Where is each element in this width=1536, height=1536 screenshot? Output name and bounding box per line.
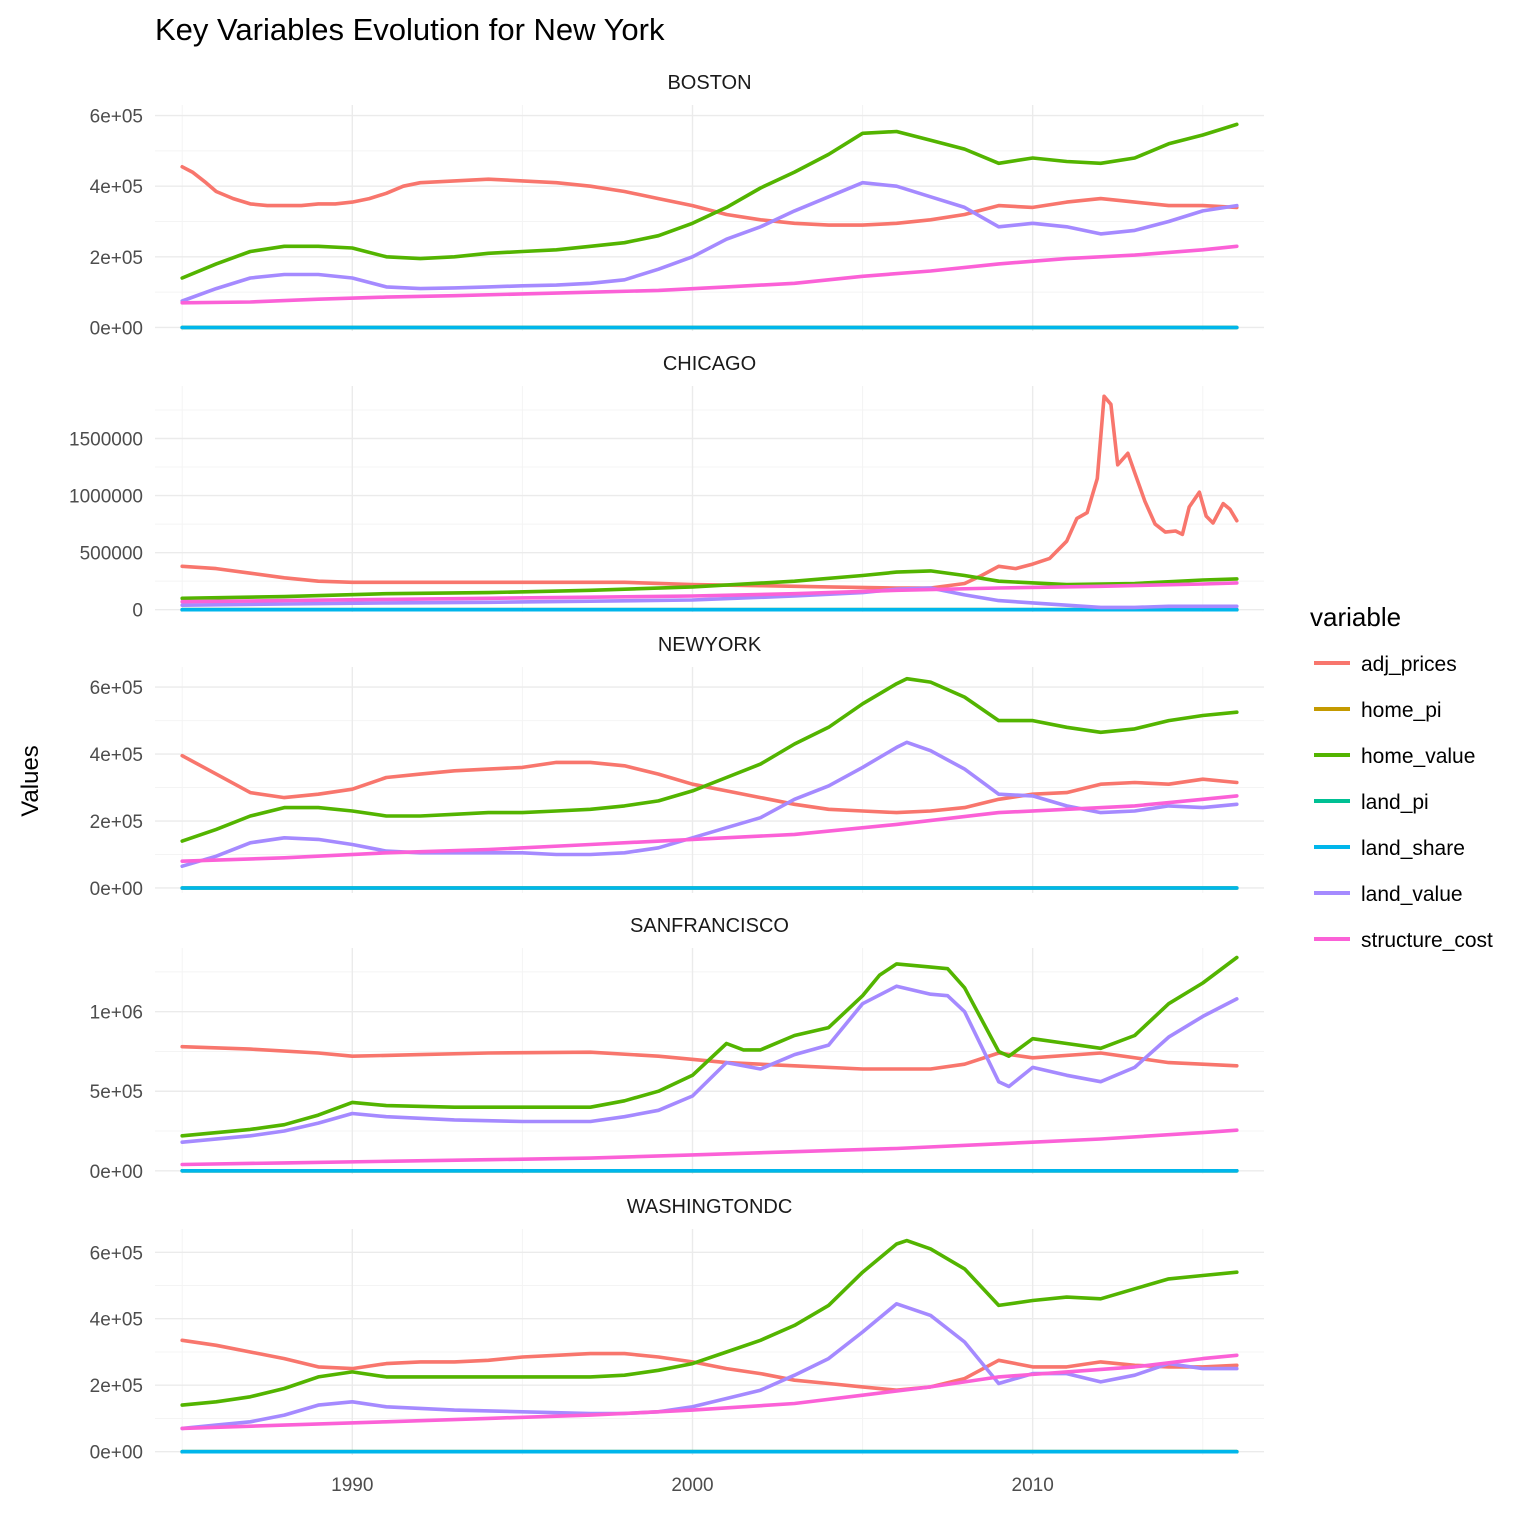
y-tick-label: 4e+05 — [90, 177, 143, 198]
y-tick-label: 2e+05 — [90, 1376, 143, 1397]
series-line-adj-prices — [180, 1044, 1239, 1071]
series-line-land-value — [180, 740, 1239, 869]
legend-item-land-pi: land_pi — [1314, 791, 1429, 814]
series-line-home-value — [180, 676, 1239, 843]
y-tick-label: 0 — [132, 601, 143, 622]
legend-item-structure-cost: structure_cost — [1314, 929, 1493, 952]
series-line-adj-prices — [180, 1338, 1239, 1392]
y-tick-label: 0e+00 — [90, 1162, 143, 1183]
x-tick-label: 2000 — [671, 1475, 713, 1496]
series-line-structure-cost — [180, 581, 1239, 604]
series-line-adj-prices — [180, 394, 1239, 590]
y-axis-label: Values — [17, 745, 44, 817]
series-line-structure-cost — [180, 244, 1239, 305]
y-tick-label: 5e+05 — [90, 1082, 143, 1103]
series-line-home-value — [180, 122, 1239, 280]
y-tick-label: 0e+00 — [90, 1443, 143, 1464]
x-tick-label: 1990 — [331, 1475, 373, 1496]
panel-title-chicago: CHICAGO — [663, 353, 756, 375]
series-line-land-value — [180, 984, 1239, 1144]
y-tick-label: 500000 — [80, 544, 143, 565]
y-tick-label: 0e+00 — [90, 318, 143, 339]
x-axis: 1990 2000 2010 — [331, 1475, 1054, 1496]
legend-item-home-pi: home_pi — [1314, 699, 1442, 722]
y-tick-label: 2e+05 — [90, 248, 143, 269]
legend-label: home_pi — [1361, 699, 1442, 722]
legend: variable adj_prices home_pi home_valueland… — [1310, 602, 1493, 952]
legend-label: land_value — [1361, 883, 1463, 906]
legend-label: land_pi — [1361, 791, 1429, 814]
y-tick-label: 6e+05 — [90, 107, 143, 128]
legend-label: structure_cost — [1361, 929, 1493, 952]
series-line-structure-cost — [180, 794, 1239, 864]
series-line-adj-prices — [180, 165, 1239, 227]
y-tick-label: 1000000 — [69, 487, 143, 508]
panel-newyork: NEWYORK 0e+00 2e+05 4e+05 6e+05 — [90, 634, 1264, 900]
series-line-home-value — [180, 569, 1239, 601]
panels: BOSTON 0e+00 2e+05 4e+05 6e+05 CHICAGO 0 500000… — [69, 72, 1264, 1464]
y-tick-label: 4e+05 — [90, 1310, 143, 1331]
panel-chicago: CHICAGO 0 500000 1000000 1500000 — [69, 353, 1264, 622]
y-tick-label: 1500000 — [69, 430, 143, 451]
y-tick-label: 2e+05 — [90, 812, 143, 833]
panel-title-newyork: NEWYORK — [658, 634, 762, 656]
series-line-home-value — [180, 955, 1239, 1138]
legend-item-home-value: home_value — [1314, 745, 1475, 768]
series-line-land-value — [180, 1302, 1239, 1431]
panel-washingtondc: WASHINGTONDC 0e+00 2e+05 4e+05 6e+05 — [90, 1196, 1264, 1464]
y-tick-label: 6e+05 — [90, 678, 143, 699]
y-tick-label: 6e+05 — [90, 1243, 143, 1264]
series-line-home-value — [180, 1238, 1239, 1407]
series-line-structure-cost — [180, 1353, 1239, 1431]
series-line-adj-prices — [180, 753, 1239, 815]
y-tick-label: 0e+00 — [90, 879, 143, 900]
legend-title: variable — [1310, 602, 1401, 632]
legend-label: adj_prices — [1361, 653, 1457, 676]
series-line-land-value — [180, 180, 1239, 303]
legend-item-adj-prices: adj_prices — [1314, 653, 1457, 676]
chart-title: Key Variables Evolution for New York — [155, 12, 665, 47]
series-line-structure-cost — [180, 1128, 1239, 1167]
panel-title-boston: BOSTON — [667, 72, 751, 94]
legend-label: home_value — [1361, 745, 1475, 768]
y-tick-label: 1e+06 — [90, 1003, 143, 1024]
panel-title-sanfrancisco: SANFRANCISCO — [630, 915, 789, 937]
legend-label: land_share — [1361, 837, 1465, 860]
legend-item-land-share: land_share — [1314, 837, 1465, 860]
panel-title-washingtondc: WASHINGTONDC — [627, 1196, 793, 1218]
panel-sanfrancisco: SANFRANCISCO 0e+00 5e+05 1e+06 — [90, 915, 1264, 1183]
legend-item-land-value: land_value — [1314, 883, 1463, 906]
x-tick-label: 2010 — [1012, 1475, 1054, 1496]
panel-boston: BOSTON 0e+00 2e+05 4e+05 6e+05 — [90, 72, 1264, 339]
series-line-land-value — [180, 586, 1239, 610]
y-tick-label: 4e+05 — [90, 745, 143, 766]
